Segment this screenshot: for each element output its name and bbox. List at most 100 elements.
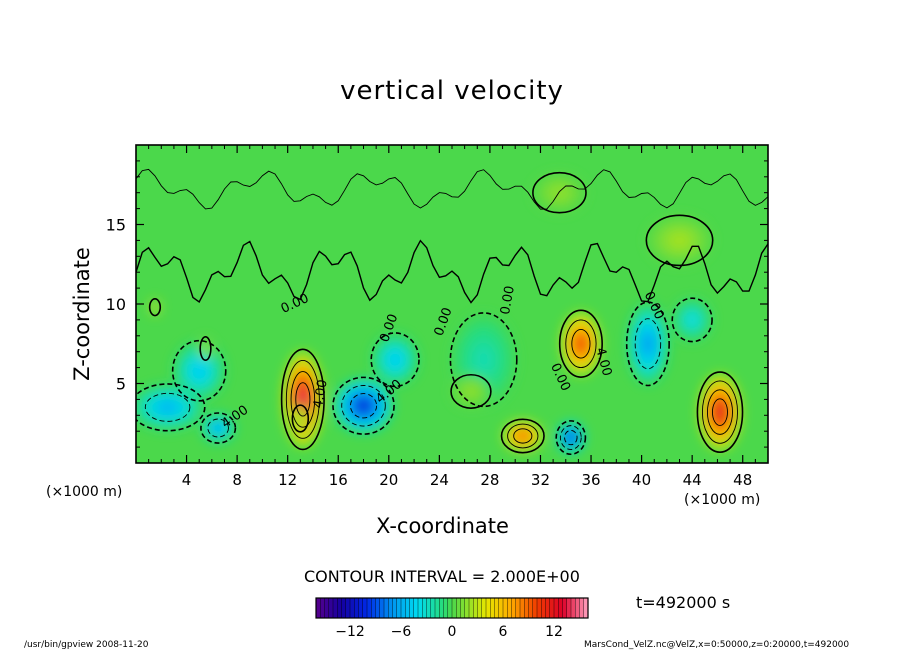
x-tick-label: 4	[182, 471, 192, 489]
colorbar-swatch	[473, 598, 479, 618]
colorbar-frame	[315, 597, 589, 619]
colorbar-swatch	[537, 598, 542, 618]
contour-ring	[711, 398, 728, 426]
colorbar-swatch	[456, 598, 462, 618]
contour-ring	[634, 318, 662, 370]
colorbar-swatch	[498, 598, 504, 618]
colorbar-swatch	[575, 598, 581, 618]
contour-ring	[500, 418, 545, 454]
colorbar-swatch	[464, 598, 470, 618]
colorbar-swatch	[532, 598, 538, 618]
colorbar-swatch	[405, 598, 411, 618]
colorbar-swatch	[328, 598, 334, 618]
colorbar-swatch	[507, 598, 513, 618]
contour-ring	[671, 297, 713, 343]
field-cell	[673, 235, 686, 246]
colorbar-swatch	[354, 598, 360, 618]
colorbar-swatch	[528, 598, 534, 618]
field-cell	[357, 400, 370, 412]
colorbar-swatch	[341, 598, 347, 618]
contour-ring	[564, 429, 578, 446]
field-cell	[160, 402, 175, 412]
colorbar-swatch	[579, 598, 585, 618]
colorbar-swatch	[371, 598, 377, 618]
plot-background	[136, 145, 768, 463]
colorbar-swatch	[358, 598, 364, 618]
contour-ring	[559, 425, 582, 450]
contour-ring	[171, 339, 227, 402]
field-cell	[715, 404, 725, 420]
footer-right: MarsCond_VelZ.nc@VelZ,x=0:50000,z=0:2000…	[584, 640, 850, 650]
colorbar-swatch	[515, 598, 521, 618]
y-axis: 5 10 15	[106, 160, 768, 448]
contour-ring	[280, 348, 325, 451]
colorbar-swatch	[345, 598, 351, 618]
colorbar-swatch	[418, 598, 423, 618]
contour-ring	[136, 383, 206, 432]
colorbar: −12 −6 0 6 12	[315, 597, 589, 640]
field-cell	[568, 434, 574, 441]
colorbar-swatch	[477, 598, 483, 618]
contour-ring	[291, 404, 310, 433]
contour-ring	[571, 328, 591, 359]
contour-ring	[207, 418, 229, 438]
colorbar-swatch	[401, 598, 406, 618]
colorbar-swatch	[379, 598, 385, 618]
colorbar-tick-label: 6	[499, 624, 508, 640]
colorbar-swatch	[350, 598, 355, 618]
x-tick-label: 40	[632, 471, 651, 489]
contour-ring	[532, 171, 587, 214]
colorbar-swatch	[392, 598, 398, 618]
colorbar-swatch	[545, 598, 551, 618]
y-tick-label: 15	[106, 216, 126, 235]
colorbar-swatch	[324, 598, 330, 618]
velocity-field	[136, 173, 742, 454]
contour-ring	[285, 359, 320, 439]
colorbar-swatch	[409, 598, 415, 618]
field-cell	[576, 337, 585, 351]
colorbar-swatch	[388, 598, 394, 618]
colorbar-swatch	[316, 598, 321, 618]
colorbar-swatch	[413, 598, 419, 618]
contour-ring	[148, 298, 162, 317]
zero-contour	[136, 239, 768, 304]
colorbar-tick-label: −6	[391, 624, 412, 640]
contour-ring	[450, 373, 492, 409]
contour-ring	[625, 301, 670, 387]
x-unit-left: (×1000 m)	[46, 484, 123, 500]
contour-ring	[701, 380, 738, 444]
colorbar-swatch	[490, 598, 496, 618]
colorbar-swatch	[367, 598, 372, 618]
contour-interval: CONTOUR INTERVAL = 2.000E+00	[304, 567, 580, 586]
colorbar-swatch	[554, 598, 559, 618]
field-cell	[467, 388, 475, 395]
field-cell	[194, 365, 205, 377]
contour-ring	[449, 312, 518, 408]
field-cell	[214, 425, 222, 431]
contour-ring	[349, 393, 378, 419]
contour-ring	[558, 309, 603, 378]
contour-ring	[199, 336, 212, 362]
contour-ring	[507, 423, 539, 449]
colorbar-swatch	[460, 598, 466, 618]
colorbar-swatch	[439, 598, 445, 618]
contour-ring	[706, 389, 733, 435]
footer-left: /usr/bin/gpview 2008-11-20	[24, 640, 149, 650]
contour-ring	[332, 376, 395, 435]
contour-ring	[555, 420, 587, 456]
colorbar-swatch	[566, 598, 572, 618]
field-cell	[688, 315, 696, 325]
contour-ring	[645, 214, 714, 267]
x-tick-label: 44	[683, 471, 702, 489]
colorbar-swatch	[520, 598, 525, 618]
upper-contour	[136, 168, 768, 210]
colorbar-swatch	[320, 598, 326, 618]
colorbar-swatch	[469, 598, 474, 618]
colorbar-swatch	[541, 598, 547, 618]
y-axis-label: Z-coordinate	[70, 247, 94, 381]
colorbar-swatch	[511, 598, 517, 618]
contour-ring	[200, 412, 237, 444]
colorbar-swatch	[435, 598, 440, 618]
contour-label: 4.00	[592, 346, 614, 378]
